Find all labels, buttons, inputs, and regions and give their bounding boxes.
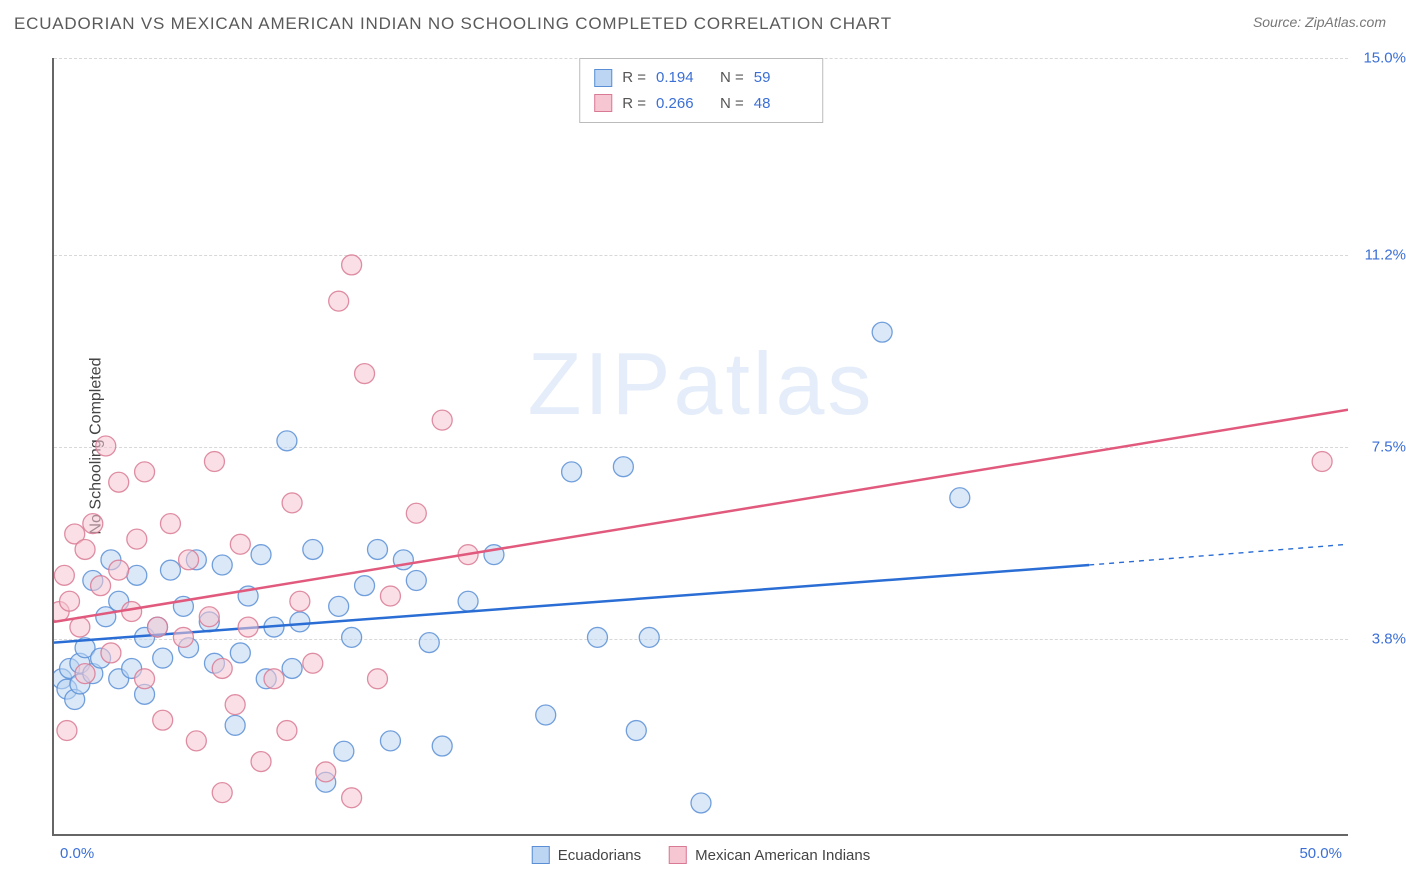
- chart-title: ECUADORIAN VS MEXICAN AMERICAN INDIAN NO…: [14, 14, 892, 34]
- swatch-icon: [532, 846, 550, 864]
- r-value: 0.194: [656, 65, 710, 91]
- r-value: 0.266: [656, 91, 710, 117]
- chart-area: ZIPatlas 3.8%7.5%11.2%15.0% R = 0.194 N …: [52, 58, 1348, 836]
- r-label: R =: [622, 91, 646, 117]
- y-tick-label: 11.2%: [1365, 247, 1406, 264]
- r-label: R =: [622, 65, 646, 91]
- scatter-plot: [54, 58, 1348, 834]
- y-tick-label: 15.0%: [1363, 50, 1406, 67]
- y-tick-label: 7.5%: [1372, 439, 1406, 456]
- header: ECUADORIAN VS MEXICAN AMERICAN INDIAN NO…: [0, 0, 1406, 42]
- n-value: 48: [754, 91, 808, 117]
- source-label: Source: ZipAtlas.com: [1253, 14, 1386, 30]
- y-tick-label: 3.8%: [1372, 630, 1406, 647]
- stats-row-2: R = 0.266 N = 48: [594, 91, 808, 117]
- n-label: N =: [720, 65, 744, 91]
- x-tick-max: 50.0%: [1299, 845, 1342, 862]
- x-tick-min: 0.0%: [60, 845, 94, 862]
- swatch-icon: [594, 69, 612, 87]
- swatch-icon: [594, 94, 612, 112]
- legend-label: Mexican American Indians: [695, 847, 870, 864]
- series-legend: Ecuadorians Mexican American Indians: [532, 846, 870, 864]
- n-label: N =: [720, 91, 744, 117]
- swatch-icon: [669, 846, 687, 864]
- legend-item-1: Ecuadorians: [532, 846, 641, 864]
- legend-item-2: Mexican American Indians: [669, 846, 870, 864]
- legend-label: Ecuadorians: [558, 847, 641, 864]
- n-value: 59: [754, 65, 808, 91]
- stats-legend: R = 0.194 N = 59 R = 0.266 N = 48: [579, 58, 823, 123]
- stats-row-1: R = 0.194 N = 59: [594, 65, 808, 91]
